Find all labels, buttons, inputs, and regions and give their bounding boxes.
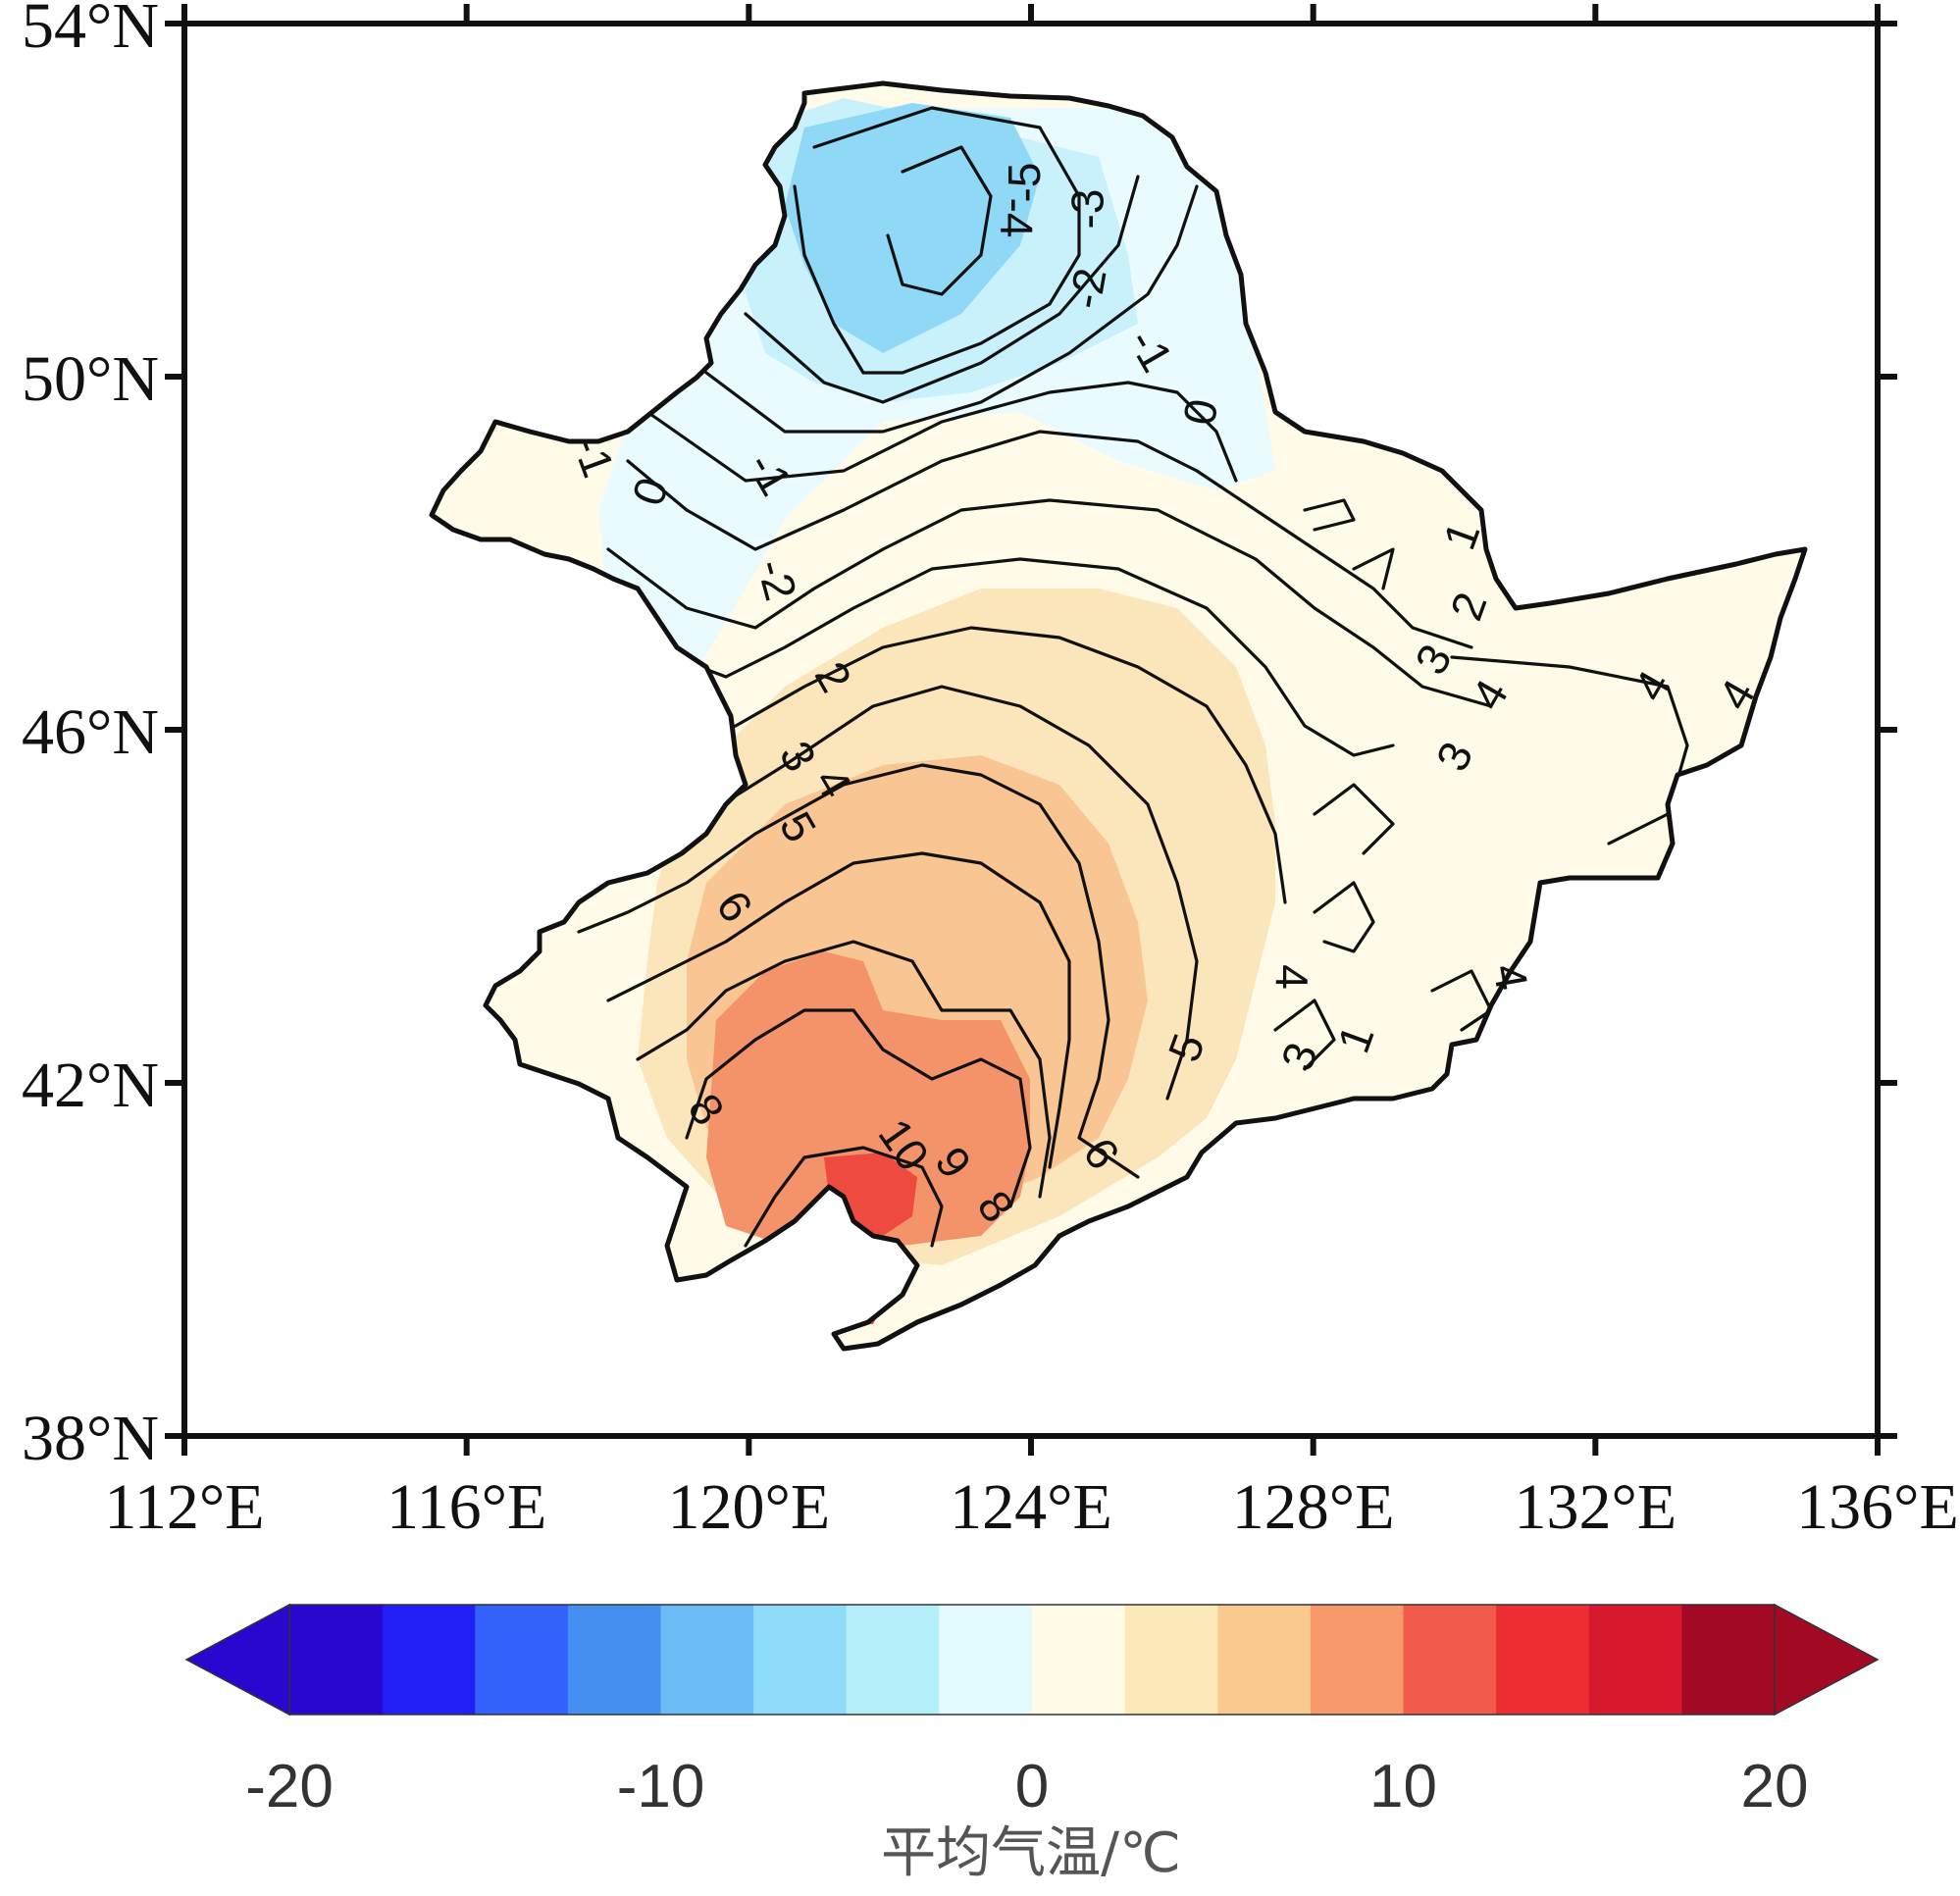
longitude-tick-label: 120°E — [667, 1471, 830, 1543]
isotherm-line — [626, 430, 1473, 649]
isotherm-line — [1313, 881, 1375, 953]
isotherm-line — [1430, 969, 1493, 1032]
longitude-tick-label: 124°E — [950, 1471, 1112, 1543]
colorbar-bins — [288, 1604, 1776, 1716]
colorbar-tick-label: 10 — [1369, 1753, 1437, 1820]
longitude-tick-label: 136°E — [1796, 1471, 1959, 1543]
colorbar-bin — [1032, 1605, 1126, 1715]
contour-label: 4 — [1266, 964, 1317, 990]
contour-label: -5 — [999, 163, 1050, 203]
temperature-zone-mild — [1432, 589, 1756, 824]
colorbar-left-extension — [184, 1603, 290, 1717]
colorbar-bin — [382, 1605, 476, 1715]
latitude-tick-label: 42°N — [22, 1050, 159, 1121]
northeast-china-boundary — [429, 80, 1808, 1352]
isotherm-line — [744, 1146, 944, 1248]
longitude-tick-label: 128°E — [1232, 1471, 1395, 1543]
colorbar-tick-label: -20 — [245, 1753, 334, 1820]
colorbar-tick-label: 0 — [1015, 1753, 1049, 1820]
colorbar-bin — [846, 1605, 940, 1715]
colorbar-bin — [567, 1605, 662, 1715]
isotherm-line — [645, 381, 1238, 483]
colorbar-bin — [289, 1605, 384, 1715]
isotherm-line — [685, 1008, 1032, 1208]
isotherm-line — [577, 763, 1140, 1179]
latitude-tick-label: 50°N — [22, 343, 159, 415]
colorbar: -20 -10 0 10 20 平均气温/℃ — [184, 1603, 1880, 1885]
colorbar-ticks: -20 -10 0 10 20 — [245, 1753, 1808, 1820]
contour-label: -2 — [1058, 264, 1115, 312]
isotherm-line — [1313, 783, 1395, 855]
isotherm-line — [636, 940, 1052, 1199]
isotherm-line — [1352, 547, 1395, 590]
isotherm-line — [645, 557, 1395, 757]
colorbar-bin — [1588, 1605, 1682, 1715]
colorbar-bin — [1496, 1605, 1590, 1715]
isotherm-line — [793, 106, 1081, 375]
isotherm-line — [704, 184, 1199, 434]
colorbar-bin — [1403, 1605, 1497, 1715]
contour-label: -3 — [1062, 189, 1113, 230]
colorbar-bin — [1681, 1605, 1776, 1715]
colorbar-bin — [753, 1605, 848, 1715]
isotherm-line — [886, 145, 993, 296]
isotherm-line — [1450, 655, 1689, 846]
latitude-tick-label: 54°N — [22, 0, 159, 62]
longitude-tick-label: 116°E — [387, 1471, 546, 1543]
colorbar-bin — [1124, 1605, 1218, 1715]
isotherm-line — [1273, 999, 1336, 1071]
colorbar-tick-label: 20 — [1741, 1753, 1809, 1820]
colorbar-bin — [660, 1605, 754, 1715]
contour-label: -4 — [992, 198, 1043, 238]
isotherm-line — [744, 175, 1140, 404]
colorbar-title: 平均气温/℃ — [881, 1821, 1181, 1885]
latitude-tick-label: 38°N — [22, 1403, 159, 1474]
colorbar-bin — [475, 1605, 569, 1715]
map-axes: 112°E 116°E 120°E 124°E 128°E 132°E 136°E 54°N 5… — [22, 0, 1959, 1543]
colorbar-bin — [939, 1605, 1033, 1715]
colorbar-bin — [1217, 1605, 1312, 1715]
latitude-tick-label: 46°N — [22, 696, 159, 768]
colorbar-tick-label: -10 — [617, 1753, 705, 1820]
isotherm-line — [1303, 498, 1356, 532]
temperature-zone-cold-core — [785, 103, 1040, 353]
colorbar-bin — [1310, 1605, 1405, 1715]
longitude-tick-label: 112°E — [104, 1471, 264, 1543]
isotherm-line — [606, 498, 1493, 708]
isotherm-line — [606, 851, 1071, 1169]
longitude-tick-label: 132°E — [1514, 1471, 1676, 1543]
colorbar-right-extension — [1774, 1603, 1880, 1717]
